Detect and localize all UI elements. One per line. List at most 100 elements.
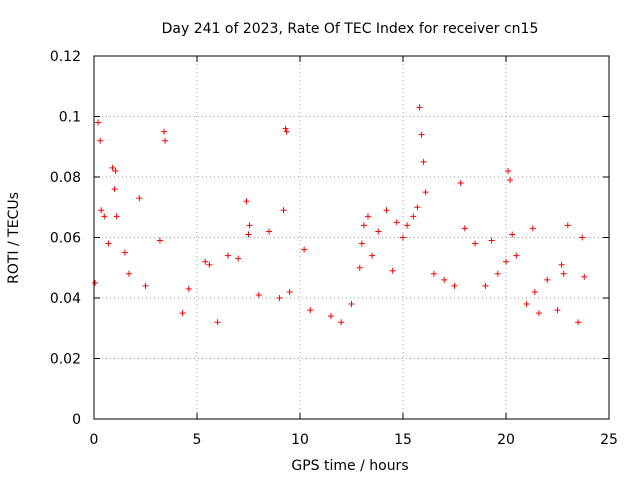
data-point <box>488 237 495 244</box>
data-point <box>513 252 520 259</box>
data-point <box>503 258 509 265</box>
data-point <box>136 195 143 202</box>
data-point <box>121 249 128 256</box>
x-tick-label: 25 <box>600 432 618 448</box>
y-tick-label: 0.08 <box>50 170 81 186</box>
data-point <box>348 301 355 308</box>
data-point <box>451 282 458 289</box>
data-point <box>441 276 448 283</box>
data-point <box>202 258 209 265</box>
y-axis-label: ROTI / TECUs <box>6 192 22 284</box>
data-point <box>126 270 133 277</box>
x-tick-label: 10 <box>291 432 309 448</box>
data-point <box>575 319 582 326</box>
data-point <box>369 252 376 259</box>
data-point <box>535 310 542 317</box>
data-points <box>92 104 588 326</box>
data-point <box>246 222 253 229</box>
data-point <box>356 264 363 271</box>
x-tick-label: 15 <box>394 432 412 448</box>
y-tick-label: 0.02 <box>50 352 81 368</box>
x-tick-label: 20 <box>497 432 515 448</box>
data-point <box>410 213 417 220</box>
data-point <box>414 204 421 211</box>
data-point <box>564 222 571 229</box>
data-point <box>307 307 314 314</box>
data-point <box>113 213 120 220</box>
data-point <box>161 128 168 135</box>
chart-title: Day 241 of 2023, Rate Of TEC Index for r… <box>162 21 539 37</box>
data-point <box>389 267 396 274</box>
y-tick-label: 0.12 <box>50 49 81 65</box>
data-point <box>206 261 213 268</box>
data-point <box>358 240 365 247</box>
data-point <box>360 222 367 229</box>
data-point <box>560 270 567 277</box>
x-tick-label: 0 <box>90 432 99 448</box>
y-tick-label: 0.04 <box>50 291 81 307</box>
data-point <box>416 104 423 111</box>
data-point <box>98 207 105 214</box>
data-point <box>111 186 118 193</box>
data-point <box>338 319 345 326</box>
data-point <box>105 240 112 247</box>
data-point <box>544 276 551 283</box>
data-point <box>185 285 192 292</box>
data-point <box>404 222 411 229</box>
data-point <box>142 282 149 289</box>
data-point <box>101 213 108 220</box>
data-point <box>282 125 289 132</box>
data-point <box>364 213 371 220</box>
data-point <box>509 231 516 238</box>
data-point <box>301 246 308 253</box>
data-point <box>162 137 169 144</box>
data-point <box>224 252 231 259</box>
data-point <box>581 273 588 280</box>
grid-lines <box>94 56 609 419</box>
data-point <box>523 301 530 308</box>
x-axis-ticks: 0 5 10 15 20 25 <box>90 56 618 448</box>
data-point <box>92 279 99 286</box>
data-point <box>266 228 273 235</box>
data-point <box>95 119 102 126</box>
data-point <box>418 131 425 138</box>
data-point <box>283 128 290 135</box>
data-point <box>430 270 437 277</box>
data-point <box>531 288 538 295</box>
data-point <box>112 167 119 174</box>
y-tick-label: 0.1 <box>59 110 81 126</box>
data-point <box>400 234 406 241</box>
data-point <box>243 198 250 205</box>
data-point <box>276 295 283 301</box>
data-point <box>420 158 427 165</box>
data-point <box>255 291 262 298</box>
x-axis-label: GPS time / hours <box>291 458 408 474</box>
data-point <box>457 180 464 187</box>
data-point <box>245 231 252 238</box>
data-point <box>214 319 221 326</box>
data-point <box>327 313 334 320</box>
data-point <box>482 282 489 289</box>
data-point <box>280 207 287 214</box>
data-point <box>97 137 104 144</box>
y-tick-label: 0.06 <box>50 231 81 247</box>
data-point <box>505 167 512 174</box>
data-point <box>554 307 561 314</box>
data-point <box>156 237 163 244</box>
y-tick-label: 0 <box>72 412 81 428</box>
data-point <box>109 164 116 171</box>
data-point <box>472 240 479 247</box>
data-point <box>179 310 186 317</box>
data-point <box>235 255 242 262</box>
data-point <box>494 270 501 277</box>
data-point <box>507 177 514 184</box>
y-axis-ticks: 0 0.02 0.04 0.06 0.08 0.1 0.12 <box>50 49 609 428</box>
data-point <box>383 207 390 214</box>
data-point <box>579 234 586 241</box>
data-point <box>422 189 429 196</box>
data-point <box>393 219 400 226</box>
data-point <box>375 228 382 235</box>
data-point <box>529 225 536 232</box>
